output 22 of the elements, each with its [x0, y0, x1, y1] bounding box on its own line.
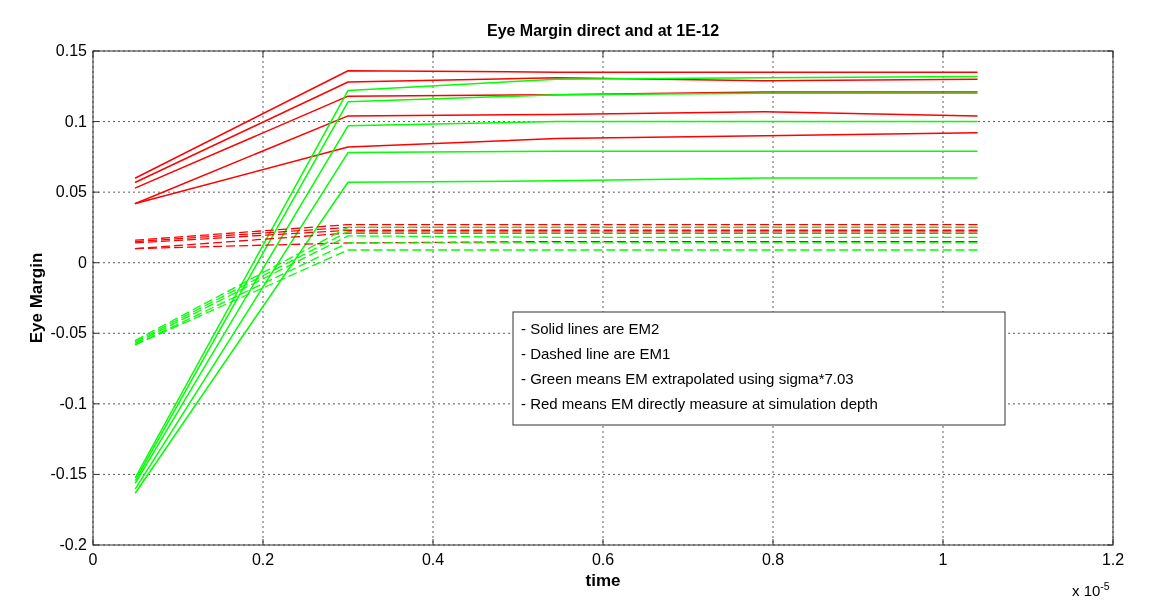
y-tick-label: 0.05 — [55, 183, 88, 201]
annotation: - Solid lines are EM2 — [521, 320, 660, 337]
x-tick-label: 0.6 — [591, 551, 615, 568]
y-tick-label: 0.15 — [55, 42, 88, 59]
y-tick-label: -0.05 — [50, 324, 88, 342]
chart-title: Eye Margin direct and at 1E-12 — [486, 22, 720, 39]
x-axis-title: time — [585, 571, 621, 590]
x-tick-label: 0.8 — [761, 551, 785, 568]
x-tick-label: 0.2 — [251, 551, 275, 568]
annotation: - Red means EM directly measure at simulation depth — [521, 395, 878, 412]
annotation: - Green means EM extrapolated using sigma*7.03 — [521, 370, 854, 387]
y-tick-label: -0.15 — [50, 465, 88, 483]
y-tick-label: 0 — [78, 253, 88, 271]
y-tick-label: -0.2 — [59, 536, 88, 553]
y-tick-label: -0.1 — [59, 394, 88, 412]
x-tick-label: 0.4 — [421, 551, 445, 568]
text: x 10$^{-5}$ — [1072, 580, 1110, 599]
x-tick-label: 1 — [938, 551, 948, 568]
y-axis-title: Eye Margin — [27, 252, 46, 344]
y-tick-label: 0.1 — [64, 112, 88, 130]
annotation: - Dashed line are EM1 — [521, 345, 671, 362]
x-tick-label: 1.2 — [1101, 551, 1125, 568]
